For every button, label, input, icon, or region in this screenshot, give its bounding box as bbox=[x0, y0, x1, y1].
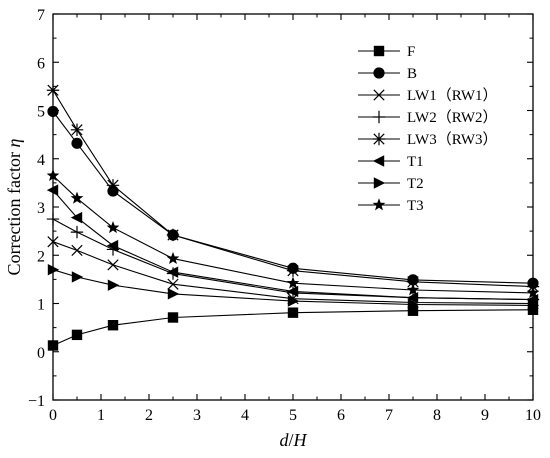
legend-label: T2 bbox=[407, 176, 424, 192]
legend-entry: B bbox=[358, 66, 417, 82]
x-tick-label: 8 bbox=[433, 407, 441, 424]
x-axis-label-main: d bbox=[279, 430, 289, 450]
series-1-point bbox=[407, 305, 419, 316]
x-tick-label: 7 bbox=[385, 407, 393, 424]
series-5-point bbox=[70, 123, 84, 136]
x-tick-label: 9 bbox=[481, 407, 489, 424]
legend-marker bbox=[373, 89, 385, 101]
y-tick-label: 4 bbox=[37, 152, 45, 169]
legend-entry: F bbox=[358, 44, 415, 60]
x-tick-label: 6 bbox=[337, 407, 345, 424]
series-6-point bbox=[166, 266, 179, 278]
series-8-point bbox=[166, 251, 180, 265]
x-tick-label: 5 bbox=[289, 407, 297, 424]
y-tick-label: −1 bbox=[28, 393, 45, 410]
y-tick-label: 1 bbox=[37, 297, 45, 314]
y-tick-label: 2 bbox=[37, 248, 45, 265]
legend-label: LW1（RW1） bbox=[407, 87, 498, 104]
y-tick-label: 0 bbox=[37, 345, 45, 362]
series-1-point bbox=[287, 307, 299, 318]
series-5-point bbox=[166, 228, 180, 242]
legend-marker bbox=[372, 110, 386, 124]
series-3-point bbox=[167, 278, 179, 290]
legend-marker bbox=[372, 155, 385, 167]
series-3-point bbox=[107, 259, 119, 271]
series-8-point bbox=[286, 276, 300, 289]
legend-label: B bbox=[407, 66, 417, 82]
series-8 bbox=[46, 168, 540, 299]
legend-entry: LW2（RW2） bbox=[358, 109, 498, 126]
y-tick-label: 5 bbox=[37, 104, 45, 121]
legend-label: LW2（RW2） bbox=[407, 109, 498, 126]
y-axis-label-symbol: η bbox=[4, 138, 24, 147]
series-6-point bbox=[286, 285, 299, 298]
series-7-point bbox=[107, 279, 120, 291]
legend-label: LW3（RW3） bbox=[407, 131, 498, 148]
legend-label: F bbox=[407, 44, 415, 60]
legend-marker bbox=[372, 198, 386, 211]
series-7-point bbox=[407, 298, 420, 311]
legend: FB LW1（RW1） LW2（RW2） LW3（RW3） T1 T2 T3 bbox=[358, 44, 498, 214]
series-7-point bbox=[167, 288, 180, 300]
series-7-point bbox=[71, 271, 84, 283]
plot-frame bbox=[52, 13, 534, 401]
series-7 bbox=[47, 264, 540, 312]
series-8-point bbox=[106, 221, 120, 234]
legend-entry: LW3（RW3） bbox=[358, 131, 498, 148]
series-1-point bbox=[107, 320, 119, 331]
x-axis-label-slash: / bbox=[288, 430, 293, 450]
series-7-point bbox=[287, 295, 300, 307]
y-axis-label-text: Correction factor bbox=[4, 147, 24, 275]
series-6 bbox=[46, 184, 539, 306]
x-axis-label-sub: H bbox=[293, 430, 308, 450]
x-tick-label: 4 bbox=[241, 407, 249, 424]
x-tick-label: 0 bbox=[49, 407, 57, 424]
series-4-point bbox=[70, 225, 84, 239]
series-5-point bbox=[106, 179, 120, 192]
y-tick-label: 7 bbox=[37, 7, 45, 24]
series-2-point bbox=[71, 137, 83, 149]
legend-entry: T3 bbox=[358, 198, 424, 214]
legend-label: T1 bbox=[407, 154, 424, 170]
series-1-point bbox=[71, 329, 83, 341]
x-tick-label: 1 bbox=[97, 407, 105, 424]
series-5-point bbox=[406, 275, 420, 288]
series-8-point bbox=[70, 191, 84, 204]
legend-marker bbox=[373, 45, 385, 57]
x-tick-label: 10 bbox=[525, 407, 541, 424]
legend-label: T3 bbox=[407, 198, 424, 214]
series-6-point bbox=[70, 211, 83, 224]
series-3-point bbox=[71, 244, 83, 257]
legend-entry: LW1（RW1） bbox=[358, 87, 498, 104]
y-tick-label: 6 bbox=[37, 55, 45, 72]
y-tick-label: 3 bbox=[37, 200, 45, 217]
legend-entry: T1 bbox=[358, 154, 424, 170]
series-6-point bbox=[406, 292, 419, 304]
legend-marker bbox=[373, 177, 386, 189]
x-axis-label: d/H bbox=[279, 430, 307, 450]
legend-marker bbox=[373, 67, 385, 79]
legend-entry: T2 bbox=[358, 176, 424, 192]
series-8-point bbox=[406, 283, 420, 296]
series-6-point bbox=[106, 239, 119, 252]
y-axis-label: Correction factor η bbox=[4, 138, 24, 275]
series-1 bbox=[47, 304, 539, 351]
x-tick-label: 2 bbox=[145, 407, 153, 424]
legend-marker bbox=[372, 132, 386, 146]
x-tick-label: 3 bbox=[193, 407, 201, 424]
series-5-point bbox=[286, 264, 300, 277]
series-1-point bbox=[167, 312, 179, 323]
